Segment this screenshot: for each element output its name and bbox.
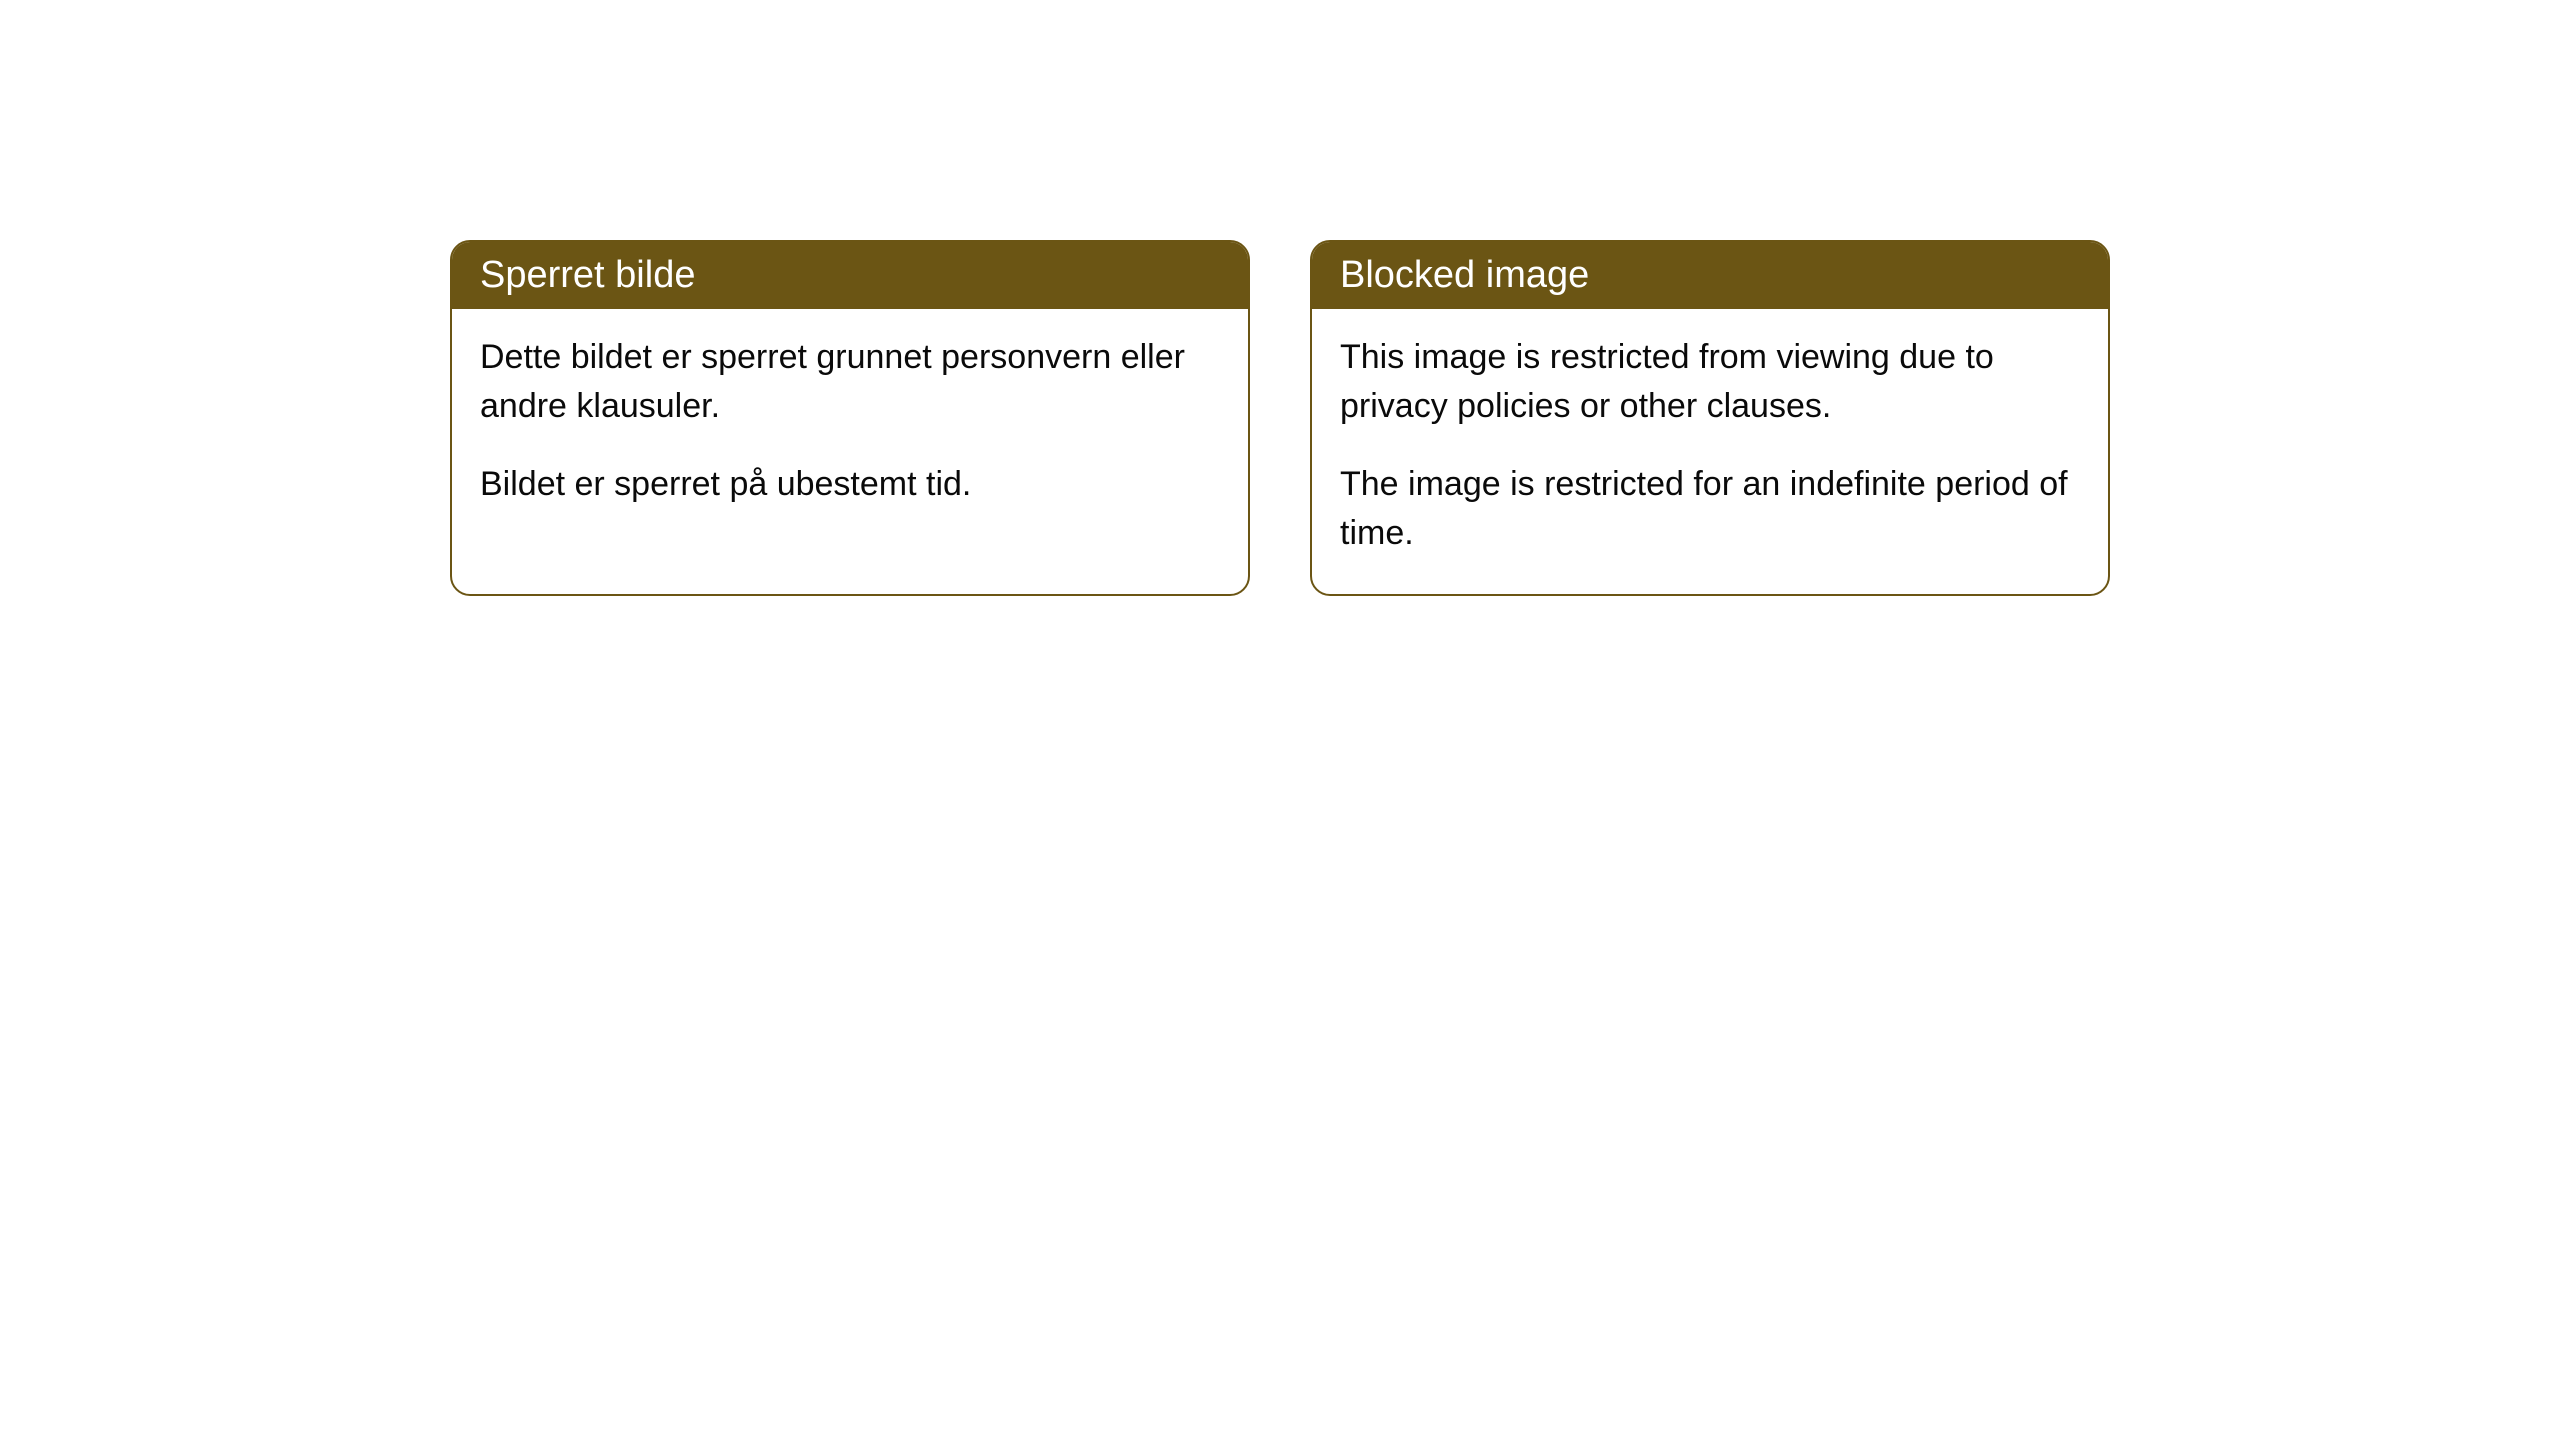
panel-paragraph: Dette bildet er sperret grunnet personve… — [480, 333, 1220, 432]
panel-paragraph: The image is restricted for an indefinit… — [1340, 460, 2080, 559]
panel-header-norwegian: Sperret bilde — [452, 242, 1248, 309]
panel-title: Sperret bilde — [480, 254, 695, 296]
panel-header-english: Blocked image — [1312, 242, 2108, 309]
panel-norwegian: Sperret bilde Dette bildet er sperret gr… — [450, 240, 1250, 596]
panel-english: Blocked image This image is restricted f… — [1310, 240, 2110, 596]
panel-body-norwegian: Dette bildet er sperret grunnet personve… — [452, 309, 1248, 545]
panel-paragraph: This image is restricted from viewing du… — [1340, 333, 2080, 432]
panel-title: Blocked image — [1340, 254, 1589, 296]
panel-paragraph: Bildet er sperret på ubestemt tid. — [480, 460, 1220, 509]
panels-container: Sperret bilde Dette bildet er sperret gr… — [0, 240, 2560, 596]
panel-body-english: This image is restricted from viewing du… — [1312, 309, 2108, 594]
